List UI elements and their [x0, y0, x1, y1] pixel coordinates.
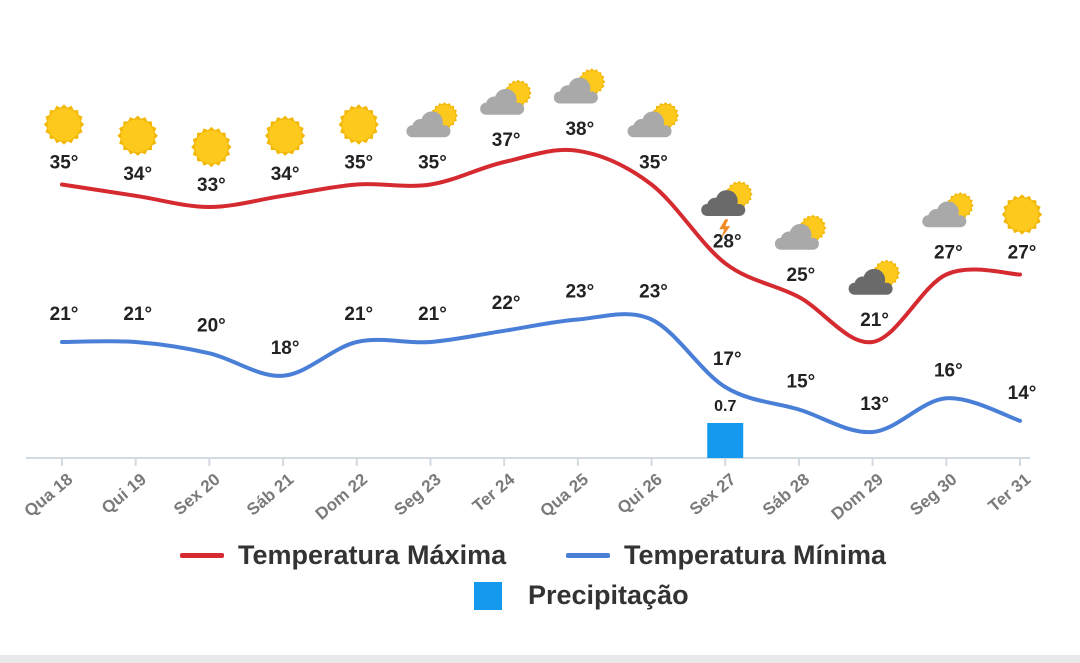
partly-cloudy-icon	[774, 214, 827, 250]
max-temperature-label: 21°	[860, 310, 889, 331]
sun-icon	[1001, 194, 1043, 235]
cloudy-icon	[848, 259, 901, 295]
x-tick-label: Ter 24	[469, 469, 519, 515]
min-temperature-label: 21°	[418, 304, 447, 325]
x-tick-label: Sáb 21	[243, 470, 297, 520]
min-temperature-label: 21°	[50, 304, 79, 325]
partly-cloudy-icon	[480, 79, 532, 115]
max-temperature-label: 27°	[1008, 243, 1037, 264]
x-tick-label: Sáb 28	[759, 470, 813, 520]
x-tick-label: Ter 31	[985, 470, 1035, 516]
min-temperature-label: 23°	[639, 282, 668, 303]
max-temperature-label: 25°	[787, 265, 816, 286]
max-temperature-label: 27°	[934, 243, 963, 264]
max-temperature-label: 35°	[639, 153, 668, 174]
max-temperature-label: 38°	[565, 119, 594, 140]
x-tick-label: Sex 20	[170, 470, 223, 519]
min-temperature-label: 21°	[344, 304, 373, 325]
max-temperature-label: 35°	[50, 153, 79, 174]
max-temperature-label: 34°	[123, 164, 152, 185]
thunderstorm-icon	[701, 180, 753, 239]
min-temperature-label: 21°	[123, 304, 152, 325]
x-tick-label: Dom 29	[828, 470, 887, 524]
min-temperature-label: 22°	[492, 293, 521, 314]
min-temperature-label: 17°	[713, 349, 742, 370]
x-tick-label: Dom 22	[312, 470, 371, 524]
max-temperature-label: 35°	[418, 153, 447, 174]
min-temperature-label: 14°	[1008, 383, 1037, 404]
partly-cloudy-icon	[922, 192, 974, 228]
x-tick-label: Qua 18	[21, 470, 77, 521]
partly-cloudy-icon	[406, 102, 458, 138]
sun-icon	[117, 115, 158, 156]
x-tick-label: Seg 23	[391, 470, 445, 520]
precip-label: 0.7	[714, 398, 736, 415]
x-tick-label: Sex 27	[686, 470, 739, 519]
min-temperature-label: 23°	[565, 282, 594, 303]
sun-icon	[43, 104, 85, 145]
max-temperature-label: 34°	[271, 164, 300, 185]
sun-icon	[191, 126, 232, 168]
x-tick-label: Seg 30	[906, 470, 960, 520]
min-temperature-label: 16°	[934, 360, 963, 381]
partly-cloudy-icon	[553, 68, 606, 104]
partly-cloudy-icon	[627, 102, 679, 138]
min-temperature-label: 15°	[787, 372, 816, 393]
max-temperature-line	[60, 147, 1022, 345]
bottom-divider	[0, 655, 1080, 663]
min-temperature-line	[60, 312, 1022, 435]
max-temperature-label: 28°	[713, 231, 742, 252]
x-tick-label: Qui 26	[614, 470, 666, 518]
max-temperature-label: 37°	[492, 130, 521, 151]
sun-icon	[338, 104, 379, 145]
lightning-bolt-icon	[719, 219, 731, 239]
min-temperature-label: 13°	[860, 394, 889, 415]
min-temperature-label: 18°	[271, 338, 300, 359]
min-temperature-label: 20°	[197, 315, 226, 336]
x-tick-label: Qui 19	[98, 470, 150, 518]
max-temperature-label: 33°	[197, 175, 226, 196]
max-temperature-label: 35°	[344, 153, 373, 174]
x-tick-label: Qua 25	[536, 470, 592, 521]
sun-icon	[264, 115, 306, 156]
precip-bar	[707, 423, 744, 458]
